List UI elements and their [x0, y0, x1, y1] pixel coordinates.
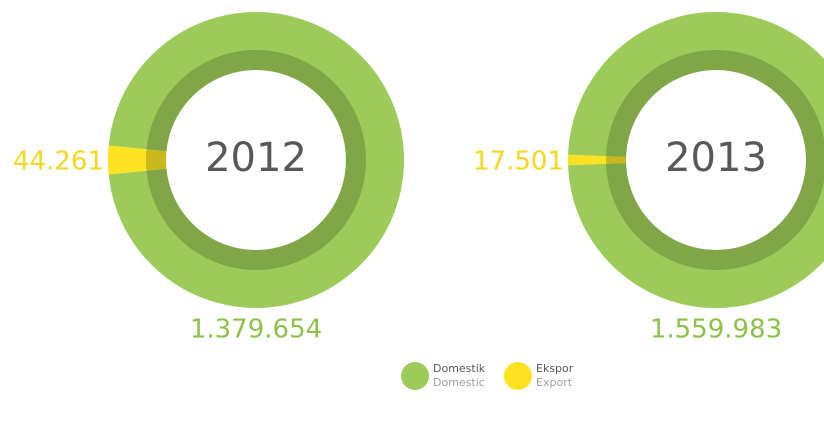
legend-swatch: [401, 362, 429, 390]
donut-title: 2013: [665, 135, 767, 181]
export-label: 17.501: [473, 147, 564, 177]
inner-ring: [146, 50, 366, 270]
legend-subtitle: Export: [536, 376, 573, 389]
export-label: 44.261: [13, 147, 104, 177]
slice: [108, 12, 404, 309]
legend-subtitle: Domestic: [433, 376, 485, 389]
slice: [568, 12, 824, 308]
slice: [107, 145, 167, 175]
domestic-label: 1.559.983: [650, 315, 782, 345]
legend-name: Domestik: [433, 362, 486, 375]
legend-name: Ekspor: [536, 362, 574, 375]
donut-title: 2012: [205, 135, 307, 181]
domestic-label: 1.379.654: [190, 315, 322, 345]
inner-ring: [606, 50, 824, 270]
legend-swatch: [504, 362, 532, 390]
slice: [568, 154, 627, 166]
